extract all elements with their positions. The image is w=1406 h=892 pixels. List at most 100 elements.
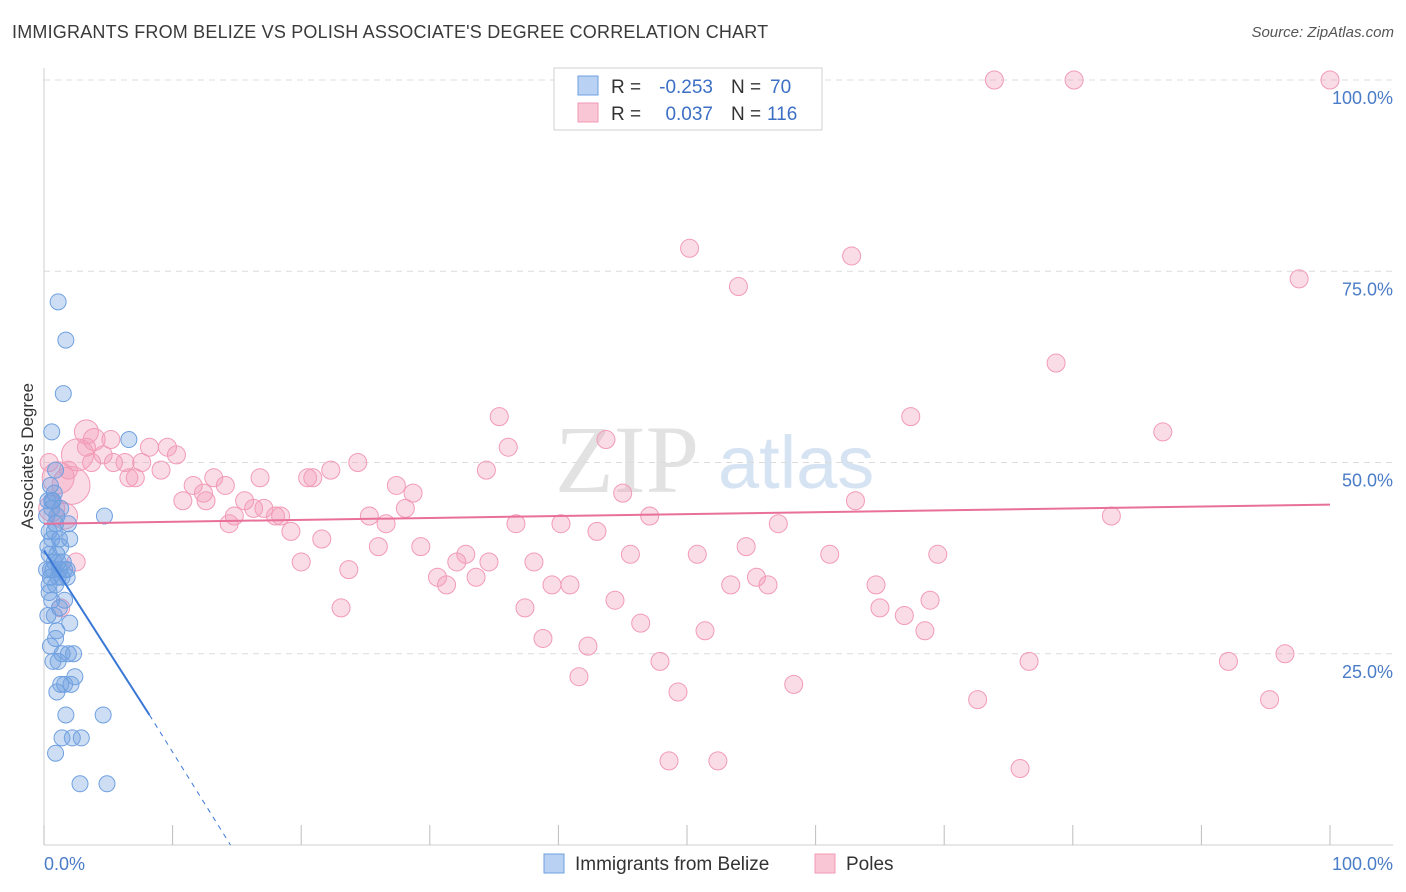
poles-point xyxy=(631,613,651,633)
legend-r-value-2: 0.037 xyxy=(665,104,713,125)
belize-point xyxy=(52,538,70,556)
poles-point xyxy=(331,598,351,618)
poles-point xyxy=(587,521,607,541)
poles-point xyxy=(157,437,177,457)
belize-point xyxy=(65,645,83,663)
y-tick-label-75: 75.0% xyxy=(1342,279,1393,299)
poles-point xyxy=(845,491,865,511)
watermark-zip: ZIP xyxy=(555,406,699,513)
y-tick-label-50: 50.0% xyxy=(1342,471,1393,491)
belize-point xyxy=(61,614,79,632)
legend-n-label-2: N = xyxy=(731,104,761,125)
poles-point xyxy=(708,751,728,771)
belize-point xyxy=(47,461,65,479)
poles-point xyxy=(58,460,78,480)
poles-point xyxy=(578,636,598,656)
poles-point xyxy=(411,537,431,557)
poles-point xyxy=(204,468,224,488)
belize-point xyxy=(47,576,65,594)
poles-point xyxy=(721,575,741,595)
poles-point xyxy=(605,590,625,610)
belize-point xyxy=(71,775,89,793)
belize-point xyxy=(54,385,72,403)
poles-point xyxy=(403,483,423,503)
x-tick-max: 100.0% xyxy=(1332,854,1393,874)
legend-r-label-2: R = xyxy=(611,104,641,125)
poles-point xyxy=(489,407,509,427)
poles-point xyxy=(244,498,264,518)
poles-point xyxy=(498,437,518,457)
legend-box: R = -0.253 N = 70 R = 0.037 N = 116 xyxy=(553,67,823,131)
belize-point xyxy=(49,293,67,311)
poles-point xyxy=(183,475,203,495)
poles-point xyxy=(1218,651,1238,671)
poles-point xyxy=(524,552,544,572)
poles-point xyxy=(1101,506,1121,526)
poles-point xyxy=(1260,690,1280,710)
poles-points xyxy=(38,70,1340,778)
poles-point xyxy=(76,437,96,457)
y-tick-labels: 25.0% 50.0% 75.0% 100.0% xyxy=(1332,88,1393,682)
belize-point xyxy=(57,331,75,349)
poles-point xyxy=(866,575,886,595)
belize-point xyxy=(66,668,84,686)
bottom-legend-label-poles: Poles xyxy=(846,854,894,875)
poles-point xyxy=(359,506,379,526)
poles-point xyxy=(659,751,679,771)
poles-point xyxy=(596,430,616,450)
legend-n-value-2: 116 xyxy=(767,104,797,125)
belize-point xyxy=(98,775,116,793)
y-tick-label-100: 100.0% xyxy=(1332,88,1393,108)
belize-point xyxy=(45,522,63,540)
source-label: Source: ZipAtlas.com xyxy=(1251,24,1394,41)
poles-point xyxy=(894,606,914,625)
belize-point xyxy=(57,706,75,724)
poles-point xyxy=(265,506,285,526)
poles-point xyxy=(215,475,235,495)
poles-point xyxy=(115,453,135,472)
poles-point xyxy=(456,544,476,564)
poles-point xyxy=(151,460,171,480)
poles-point xyxy=(479,552,499,572)
poles-point xyxy=(515,598,535,618)
axes xyxy=(43,68,1393,846)
belize-point xyxy=(94,706,112,724)
poles-point xyxy=(101,430,121,450)
poles-point xyxy=(312,529,332,549)
belize-points xyxy=(38,293,138,793)
belize-point xyxy=(63,729,81,747)
belize-point xyxy=(120,431,138,449)
belize-point xyxy=(62,675,80,693)
bottom-legend-swatch-pink xyxy=(814,853,836,874)
belize-point xyxy=(53,729,71,747)
poles-point xyxy=(736,537,756,557)
legend-r-value-1: -0.253 xyxy=(659,77,713,98)
belize-point xyxy=(43,423,61,441)
poles-point xyxy=(650,651,670,671)
trend-lines xyxy=(43,503,1331,846)
poles-point xyxy=(758,575,778,595)
poles-point xyxy=(542,575,562,595)
belize-point xyxy=(56,591,74,609)
poles-point xyxy=(437,575,457,595)
poles-point xyxy=(668,682,688,702)
belize-point xyxy=(40,576,58,594)
bottom-legend-label-belize: Immigrants from Belize xyxy=(575,854,769,875)
poles-point xyxy=(928,544,948,564)
poles-point xyxy=(728,277,748,297)
poles-point xyxy=(196,491,216,511)
poles-point xyxy=(321,460,341,480)
bottom-legend: Immigrants from Belize Poles xyxy=(543,853,894,875)
poles-point xyxy=(920,590,940,610)
legend-n-value-1: 70 xyxy=(770,77,791,98)
poles-point xyxy=(680,238,700,258)
belize-point xyxy=(48,507,66,525)
poles-point xyxy=(746,567,766,587)
belize-trend-extension xyxy=(149,714,231,846)
poles-point xyxy=(82,453,102,472)
poles-point xyxy=(613,483,633,503)
poles-point xyxy=(620,544,640,564)
gridlines xyxy=(44,79,1393,655)
belize-point xyxy=(39,607,57,624)
